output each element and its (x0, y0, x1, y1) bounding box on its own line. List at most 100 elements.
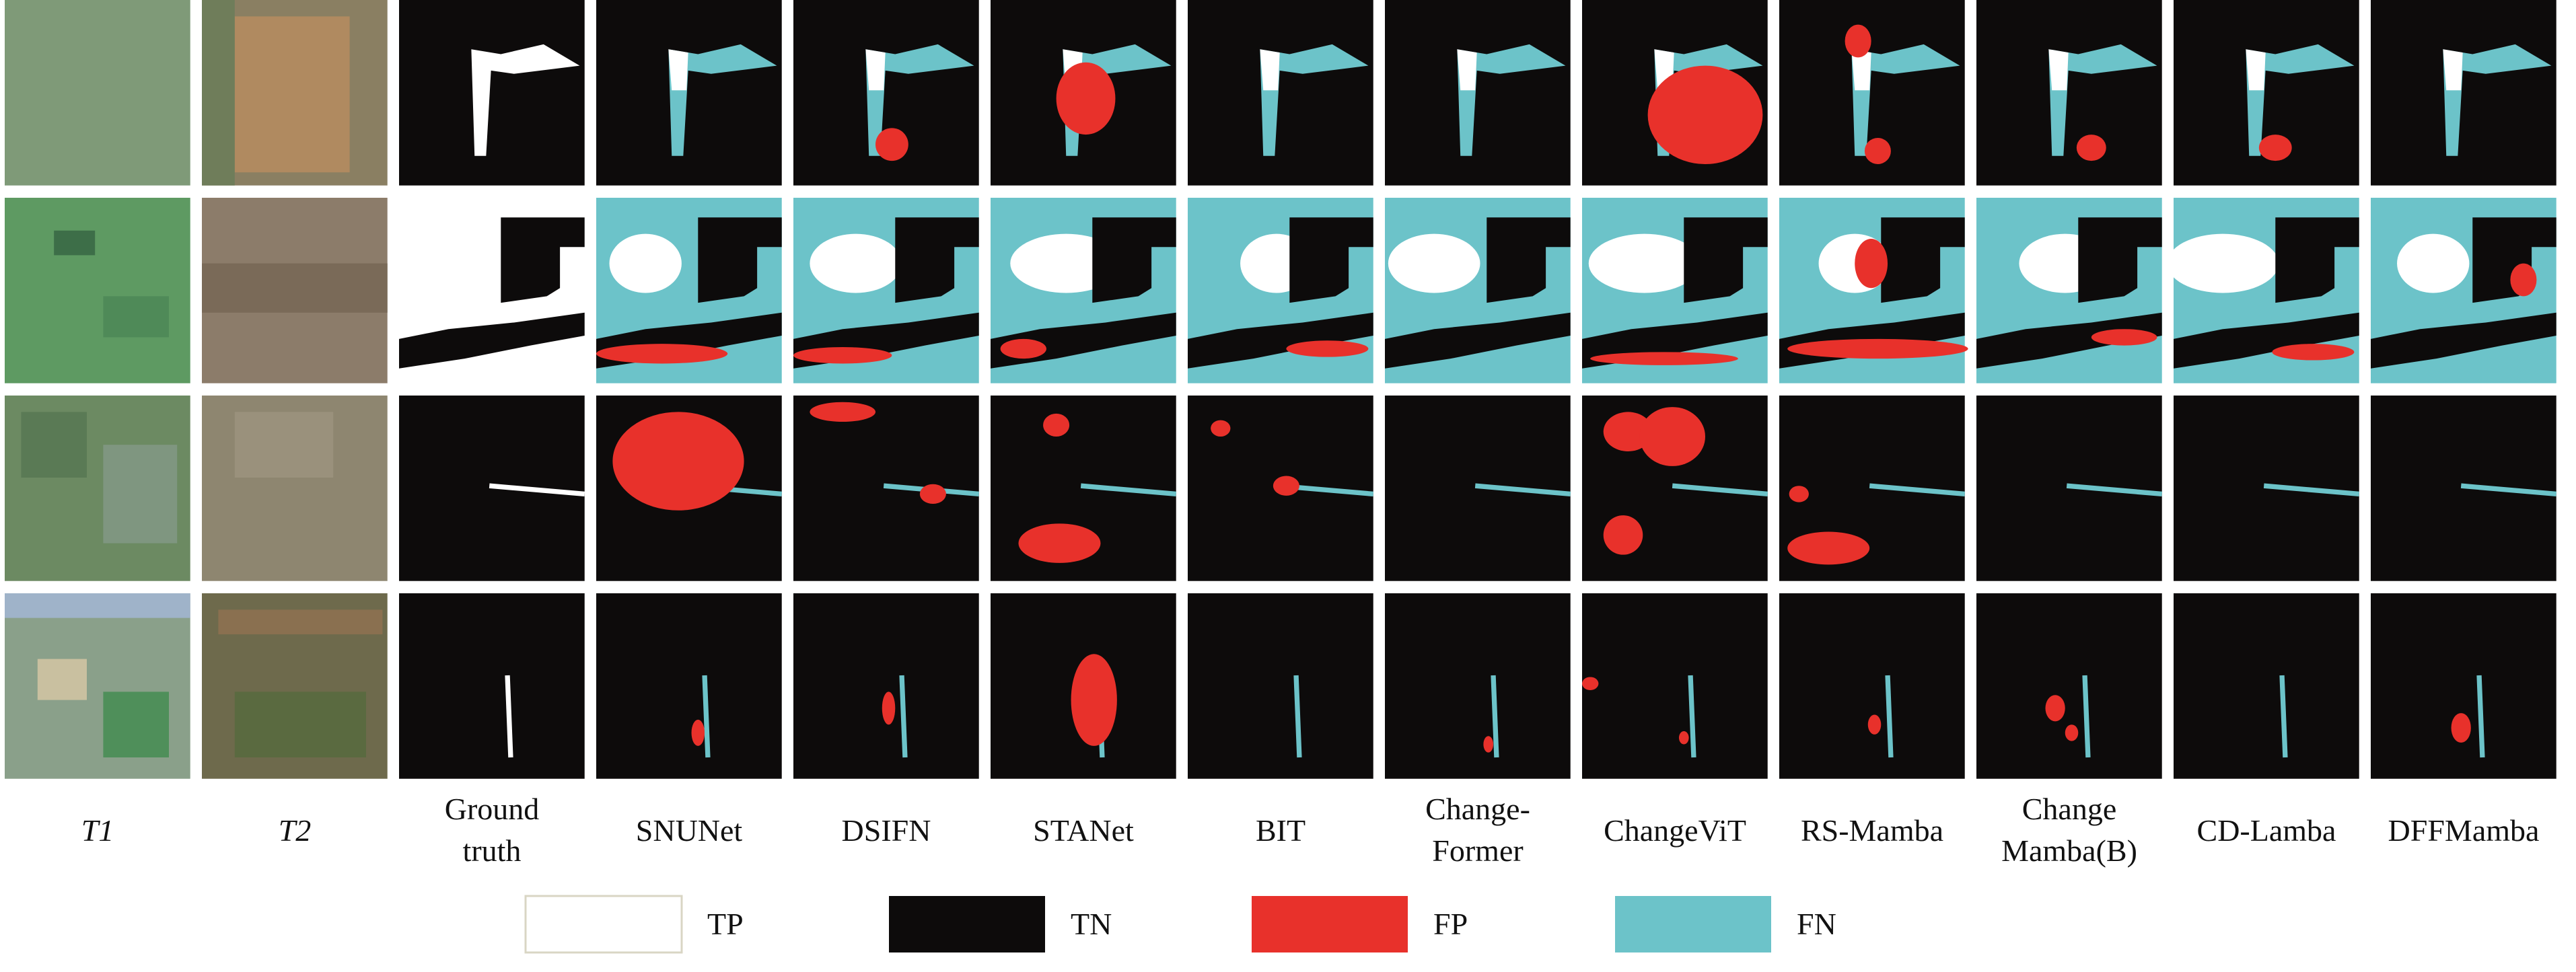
false-positive-region (1603, 515, 1643, 555)
change-map (399, 396, 585, 581)
false-positive-region (1845, 24, 1871, 58)
change-map (793, 198, 979, 383)
true-positive-region (810, 233, 902, 293)
change-map (793, 0, 979, 186)
false-positive-region (1483, 736, 1494, 753)
legend-swatch (889, 896, 1045, 952)
false-positive-region (1787, 531, 1870, 565)
change-region (471, 44, 580, 156)
change-map (2174, 593, 2359, 779)
input-image (5, 593, 190, 779)
unchanged-region (2078, 217, 2162, 303)
true-positive-region (609, 233, 682, 293)
false-positive-region (2451, 713, 2471, 743)
map-background (399, 593, 585, 779)
change-line (1293, 675, 1302, 758)
input-image (202, 198, 388, 383)
unchanged-region (2371, 312, 2556, 369)
change-map (991, 198, 1176, 383)
false-positive-region (2258, 135, 2292, 161)
change-map (596, 0, 782, 186)
map-background (596, 593, 782, 779)
map-background (2371, 593, 2556, 779)
map-background (1188, 593, 1373, 779)
change-map (596, 396, 783, 581)
change-map (1976, 0, 2162, 186)
change-map (1779, 593, 1965, 779)
change-map (793, 396, 980, 581)
unchanged-region (1976, 312, 2162, 369)
false-positive-region (1000, 338, 1046, 359)
change-map (2371, 198, 2556, 383)
true-positive-region (1260, 49, 1280, 91)
column-label: RS-Mamba (1801, 813, 1943, 848)
change-map (2371, 396, 2557, 581)
false-positive-region (1582, 677, 1599, 690)
column-label: BIT (1256, 813, 1305, 848)
false-positive-region (1867, 714, 1882, 735)
input-image (202, 396, 388, 581)
change-map (1976, 198, 2162, 383)
true-positive-region (668, 49, 688, 91)
false-positive-region (2272, 344, 2355, 361)
change-map (1582, 396, 1768, 581)
false-positive-region (1678, 731, 1689, 745)
false-positive-region (1286, 340, 1369, 357)
change-map (399, 198, 585, 383)
false-positive-region (2076, 135, 2106, 161)
map-background (1385, 593, 1571, 779)
legend-label: FP (1433, 907, 1468, 941)
column-label: CD-Lamba (2197, 813, 2336, 848)
true-positive-region (2167, 233, 2279, 293)
legend-swatch (524, 895, 683, 954)
map-background (1976, 593, 2162, 779)
unchanged-region (501, 217, 585, 303)
change-map (1976, 593, 2162, 779)
change-line (1491, 675, 1499, 758)
false-positive-region (1855, 239, 1888, 289)
false-positive-region (596, 344, 728, 364)
unchanged-region (1188, 312, 1373, 369)
change-map (1779, 0, 1965, 186)
change-map (991, 0, 1176, 186)
false-positive-region (1273, 476, 1299, 496)
unchanged-region (399, 312, 585, 369)
change-line (1080, 483, 1177, 497)
false-positive-region (1211, 420, 1231, 437)
change-map (991, 396, 1177, 581)
unchanged-region (2174, 312, 2359, 369)
change-line (1672, 483, 1768, 497)
change-map (1582, 593, 1768, 779)
column-label: DSIFN (842, 813, 931, 848)
column-label: ChangeViT (1604, 813, 1746, 848)
true-positive-region (1388, 233, 1480, 293)
legend-swatch (1615, 896, 1771, 952)
image-region (234, 412, 334, 478)
map-background (2371, 0, 2556, 186)
true-positive-region (1851, 49, 1871, 91)
change-map (1188, 198, 1373, 383)
change-map (1582, 0, 1768, 186)
change-line (505, 675, 513, 758)
false-positive-region (793, 347, 892, 364)
unchanged-region (2275, 217, 2359, 303)
column-label: Ground (445, 792, 540, 826)
column-label: Mamba(B) (2001, 833, 2137, 868)
image-region (37, 659, 87, 700)
map-background (2174, 593, 2359, 779)
false-positive-region (612, 412, 744, 511)
change-map (2167, 198, 2359, 383)
legend-swatch (1252, 896, 1408, 952)
change-map (1188, 593, 1373, 779)
image-region (202, 0, 235, 186)
input-image (202, 593, 388, 779)
input-image (5, 198, 190, 383)
change-map (1385, 0, 1571, 186)
unchanged-region (1289, 217, 1373, 303)
change-map (2174, 396, 2360, 581)
unchanged-region (2472, 217, 2556, 303)
false-positive-region (882, 691, 896, 725)
false-positive-region (1018, 523, 1101, 563)
change-map (2174, 0, 2359, 186)
